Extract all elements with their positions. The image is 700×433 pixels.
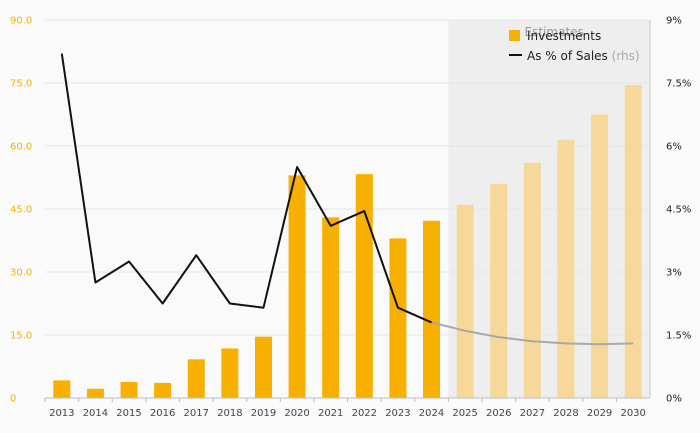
legend-bar-swatch bbox=[509, 30, 520, 41]
x-tick-label: 2022 bbox=[352, 408, 377, 419]
bar-estimate bbox=[456, 204, 474, 398]
legend: Investments As % of Sales (rhs) bbox=[509, 29, 640, 63]
y-tick-left: 0 bbox=[10, 394, 16, 405]
legend-investments-label: Investments bbox=[527, 29, 601, 43]
legend-sales-label: As % of Sales (rhs) bbox=[527, 49, 640, 63]
x-tick-label: 2026 bbox=[486, 408, 511, 419]
y-tick-left: 75.0 bbox=[10, 79, 32, 90]
y-tick-right: 3% bbox=[666, 268, 682, 279]
bar-estimate bbox=[523, 162, 541, 398]
bar bbox=[423, 220, 441, 398]
y-tick-right: 0% bbox=[666, 394, 682, 405]
bar-estimate bbox=[591, 114, 609, 398]
x-tick-label: 2015 bbox=[116, 408, 141, 419]
bar-series bbox=[53, 85, 642, 398]
x-tick-label: 2016 bbox=[150, 408, 175, 419]
x-tick-label: 2013 bbox=[49, 408, 74, 419]
bar bbox=[355, 174, 373, 398]
x-tick-label: 2020 bbox=[284, 408, 309, 419]
y-tick-left: 45.0 bbox=[10, 205, 32, 216]
line-series bbox=[60, 53, 634, 346]
x-tick-label: 2028 bbox=[553, 408, 578, 419]
bar bbox=[154, 382, 172, 398]
gridlines bbox=[45, 19, 650, 336]
bar-estimate bbox=[490, 183, 508, 398]
estimates-label: Estimates bbox=[525, 25, 584, 39]
x-tick-label: 2023 bbox=[385, 408, 410, 419]
x-tick-label: 2029 bbox=[587, 408, 612, 419]
y-tick-right: 7.5% bbox=[666, 79, 691, 90]
y-tick-right: 6% bbox=[666, 142, 682, 153]
y-tick-left: 15.0 bbox=[10, 331, 32, 342]
bar bbox=[322, 217, 340, 398]
bar bbox=[254, 336, 272, 398]
axes: 0 0% 15.0 1.5% 30.0 3% 45.0 4.5% 60.0 6% 75.0 7.5% 9… bbox=[10, 16, 691, 420]
x-tick-label: 2025 bbox=[452, 408, 477, 419]
x-tick-label: 2030 bbox=[620, 408, 645, 419]
legend-sales-name: As % of Sales bbox=[527, 49, 608, 63]
x-tick-label: 2019 bbox=[251, 408, 276, 419]
bar-estimate bbox=[557, 139, 575, 398]
line-estimate bbox=[431, 321, 634, 346]
bar bbox=[389, 238, 407, 398]
line-actual bbox=[60, 53, 432, 324]
y-tick-right: 1.5% bbox=[666, 331, 691, 342]
x-tick-label: 2024 bbox=[419, 408, 444, 419]
y-tick-right: 9% bbox=[666, 16, 682, 27]
y-tick-left: 90.0 bbox=[10, 16, 32, 27]
x-tick-label: 2018 bbox=[217, 408, 242, 419]
y-tick-left: 60.0 bbox=[10, 142, 32, 153]
bar-estimate bbox=[624, 85, 642, 398]
x-tick-label: 2014 bbox=[83, 408, 108, 419]
bar bbox=[120, 382, 138, 398]
x-tick-label: 2017 bbox=[184, 408, 209, 419]
bar bbox=[86, 388, 104, 398]
y-tick-right: 4.5% bbox=[666, 205, 691, 216]
bar bbox=[187, 359, 205, 398]
y-tick-left: 30.0 bbox=[10, 268, 32, 279]
x-tick-label: 2021 bbox=[318, 408, 343, 419]
bar bbox=[53, 380, 71, 398]
bar bbox=[288, 175, 306, 398]
x-tick-label: 2027 bbox=[520, 408, 545, 419]
legend-rhs-suffix: (rhs) bbox=[612, 49, 640, 63]
bar bbox=[221, 348, 239, 398]
